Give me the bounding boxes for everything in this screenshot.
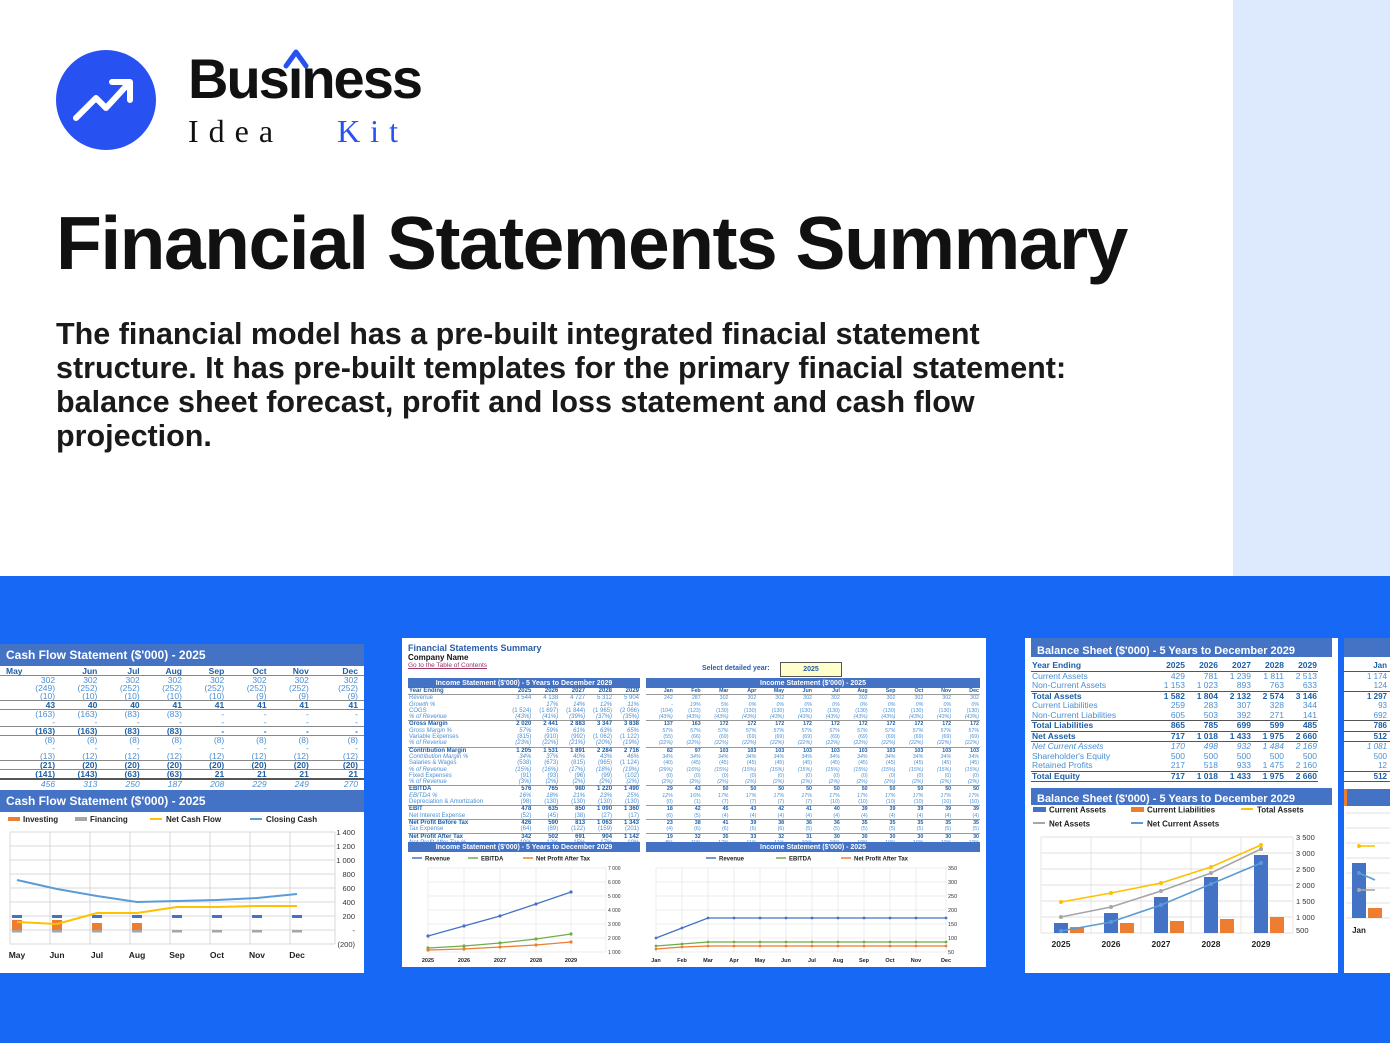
svg-text:Jan: Jan xyxy=(1352,926,1366,935)
svg-text:Net Assets: Net Assets xyxy=(1049,820,1091,829)
svg-text:1 000: 1 000 xyxy=(1296,913,1315,922)
svg-text:Jan: Jan xyxy=(651,958,661,964)
svg-text:2029: 2029 xyxy=(565,958,577,964)
svg-text:Oct: Oct xyxy=(885,958,894,964)
svg-text:Revenue: Revenue xyxy=(719,857,745,863)
svg-text:1 400: 1 400 xyxy=(336,828,355,837)
svg-text:2027: 2027 xyxy=(494,958,506,964)
svg-text:Sep: Sep xyxy=(169,950,185,960)
svg-text:2027: 2027 xyxy=(1152,939,1171,949)
svg-text:Closing Cash: Closing Cash xyxy=(266,815,317,824)
svg-text:Total Assets: Total Assets xyxy=(1257,806,1304,815)
svg-text:200: 200 xyxy=(342,912,355,921)
svg-text:1 000: 1 000 xyxy=(336,856,355,865)
svg-text:Jul: Jul xyxy=(91,950,103,960)
svg-text:Dec: Dec xyxy=(289,950,305,960)
svg-text:Apr: Apr xyxy=(729,958,739,964)
svg-text:EBITDA: EBITDA xyxy=(789,857,812,863)
svg-text:1 500: 1 500 xyxy=(1296,897,1315,906)
svg-text:Jul: Jul xyxy=(808,958,816,964)
svg-text:Current Liabilities: Current Liabilities xyxy=(1147,806,1216,815)
svg-text:Net Cash Flow: Net Cash Flow xyxy=(166,815,222,824)
svg-text:May: May xyxy=(755,958,767,964)
svg-text:1 000: 1 000 xyxy=(608,950,621,956)
svg-text:3 000: 3 000 xyxy=(1296,849,1315,858)
svg-text:2 000: 2 000 xyxy=(1296,881,1315,890)
svg-text:400: 400 xyxy=(342,898,355,907)
svg-text:Revenue: Revenue xyxy=(425,857,451,863)
svg-text:2025: 2025 xyxy=(422,958,434,964)
svg-text:Jun: Jun xyxy=(781,958,791,964)
svg-text:Net Current Assets: Net Current Assets xyxy=(1147,820,1220,829)
svg-text:6 000: 6 000 xyxy=(608,880,621,886)
svg-text:Net Profit After Tax: Net Profit After Tax xyxy=(854,857,909,863)
svg-text:Investing: Investing xyxy=(23,815,58,824)
svg-text:3 000: 3 000 xyxy=(608,922,621,928)
svg-text:Mar: Mar xyxy=(703,958,714,964)
svg-text:5 000: 5 000 xyxy=(608,894,621,900)
svg-text:2026: 2026 xyxy=(1102,939,1121,949)
svg-text:Current Assets: Current Assets xyxy=(1049,806,1107,815)
svg-text:2 000: 2 000 xyxy=(608,936,621,942)
svg-text:Oct: Oct xyxy=(210,950,224,960)
svg-text:600: 600 xyxy=(342,884,355,893)
svg-text:500: 500 xyxy=(1296,926,1309,935)
svg-text:300: 300 xyxy=(948,880,957,886)
svg-text:200: 200 xyxy=(948,908,957,914)
svg-text:2026: 2026 xyxy=(458,958,470,964)
svg-text:2 500: 2 500 xyxy=(1296,865,1315,874)
svg-text:2028: 2028 xyxy=(1202,939,1221,949)
svg-text:Financing: Financing xyxy=(90,815,128,824)
svg-text:150: 150 xyxy=(948,922,957,928)
svg-text:-: - xyxy=(353,926,356,935)
svg-text:2028: 2028 xyxy=(530,958,542,964)
svg-text:Aug: Aug xyxy=(129,950,146,960)
svg-text:Feb: Feb xyxy=(677,958,687,964)
svg-text:Net Profit After Tax: Net Profit After Tax xyxy=(536,857,591,863)
svg-text:Sep: Sep xyxy=(859,958,870,964)
svg-text:Aug: Aug xyxy=(833,958,844,964)
svg-text:2025: 2025 xyxy=(1052,939,1071,949)
svg-text:100: 100 xyxy=(948,936,957,942)
svg-text:Nov: Nov xyxy=(249,950,265,960)
svg-text:2029: 2029 xyxy=(1252,939,1271,949)
svg-text:350: 350 xyxy=(948,866,957,872)
svg-text:1 200: 1 200 xyxy=(336,842,355,851)
svg-text:4 000: 4 000 xyxy=(608,908,621,914)
svg-text:(200): (200) xyxy=(337,940,355,949)
svg-text:7 000: 7 000 xyxy=(608,866,621,872)
svg-text:50: 50 xyxy=(948,950,954,956)
svg-text:3 500: 3 500 xyxy=(1296,833,1315,842)
svg-text:Nov: Nov xyxy=(911,958,922,964)
svg-text:800: 800 xyxy=(342,870,355,879)
svg-text:Jun: Jun xyxy=(49,950,64,960)
svg-text:EBITDA: EBITDA xyxy=(481,857,504,863)
svg-text:Dec: Dec xyxy=(941,958,951,964)
svg-text:May: May xyxy=(9,950,26,960)
svg-text:250: 250 xyxy=(948,894,957,900)
